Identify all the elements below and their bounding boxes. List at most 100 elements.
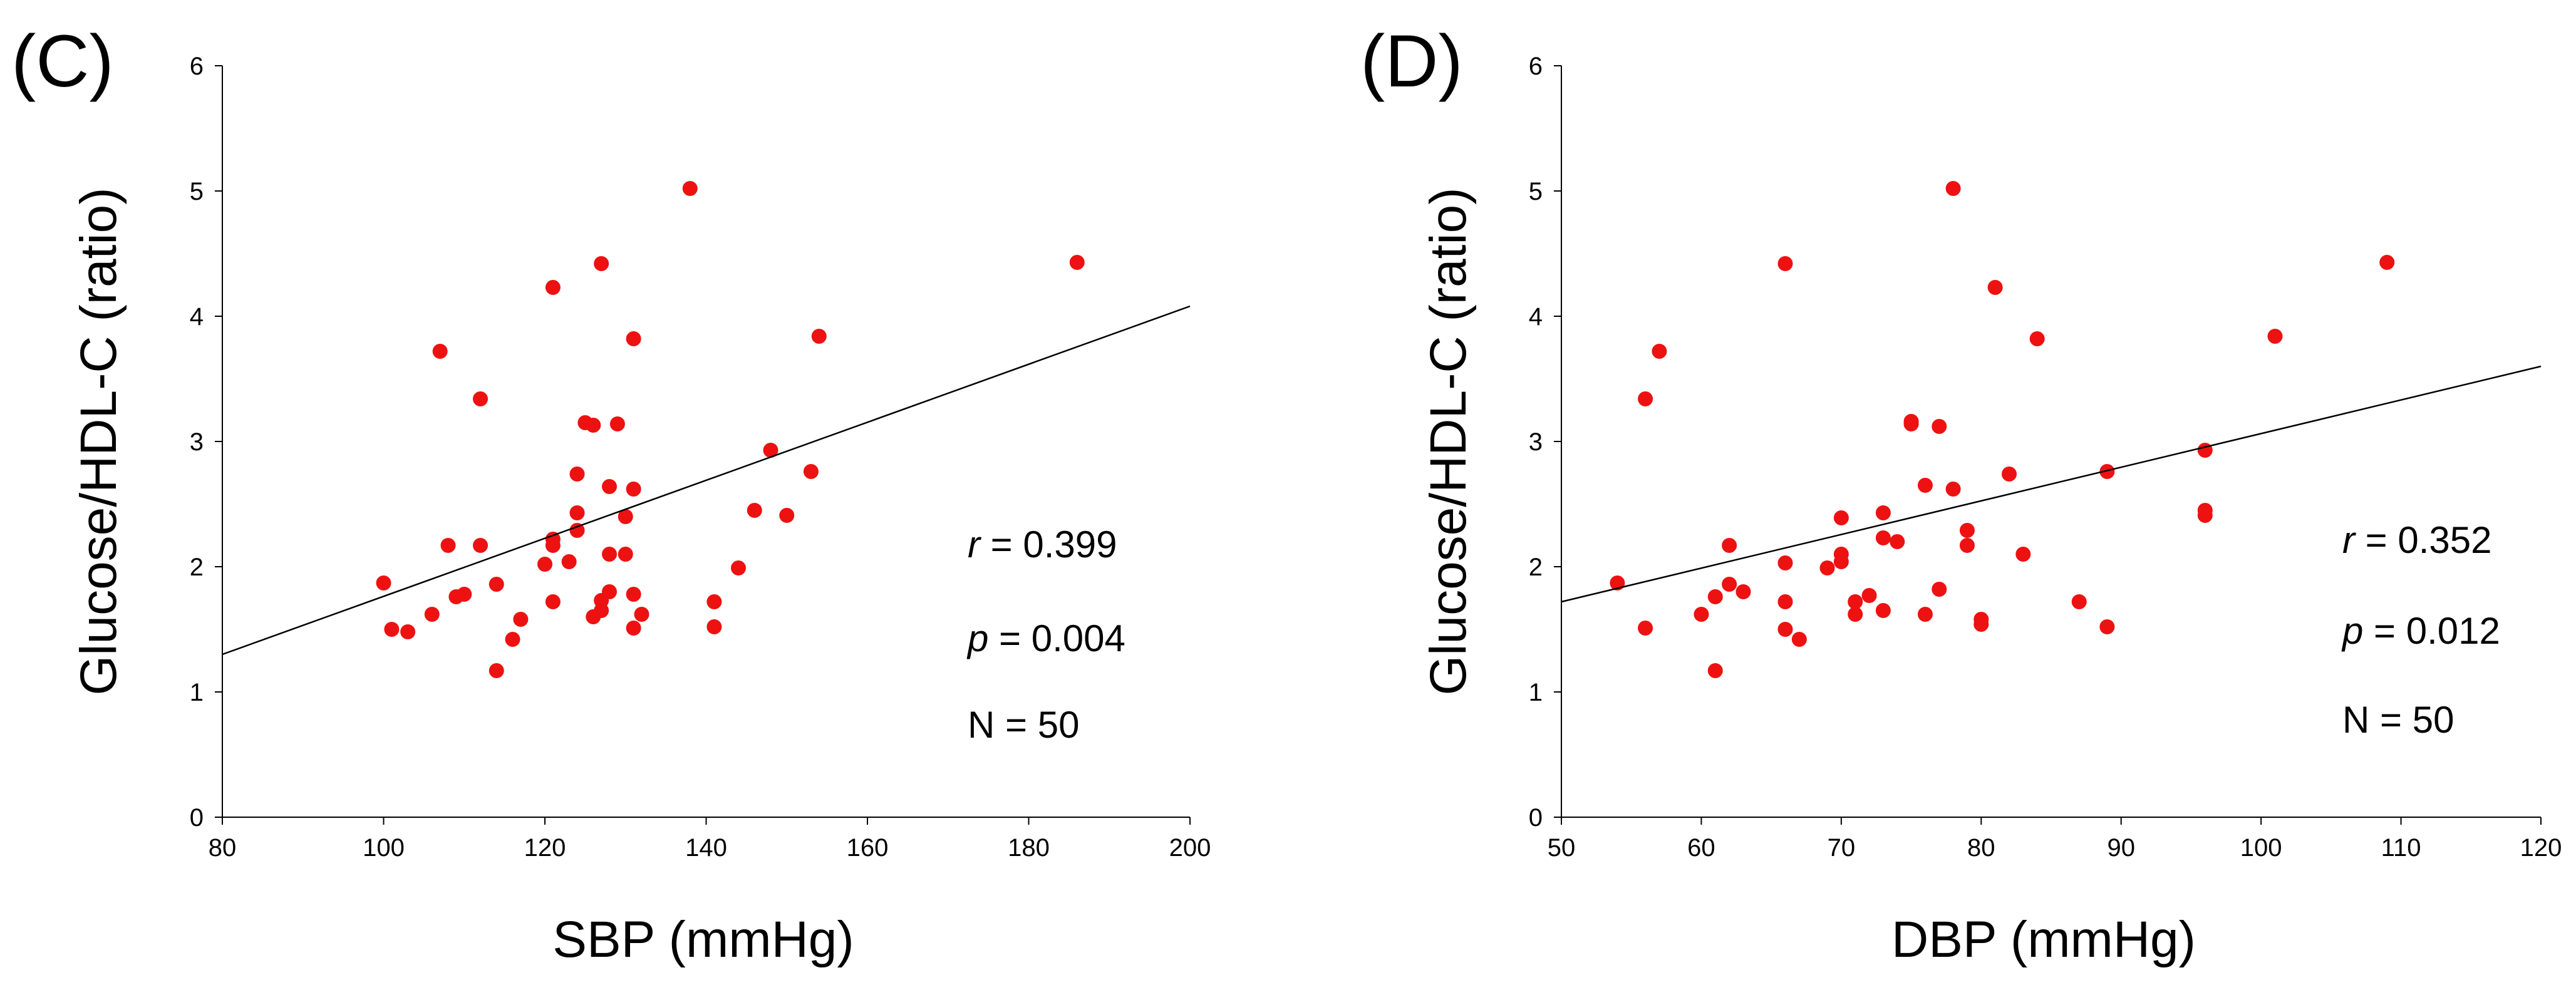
y-tick-label: 2: [1529, 554, 1543, 581]
scatter-point: [569, 467, 585, 482]
scatter-point: [763, 443, 778, 458]
y-tick-label: 2: [190, 554, 204, 581]
scatter-point: [626, 331, 641, 346]
scatter-point: [2015, 547, 2031, 562]
scatter-point: [2197, 443, 2213, 458]
scatter-point: [1959, 538, 1975, 553]
scatter-point: [1987, 280, 2003, 295]
scatter-point: [2029, 331, 2045, 346]
scatter-point: [618, 509, 633, 524]
x-tick-label: 100: [2240, 834, 2282, 862]
scatter-point: [545, 538, 561, 553]
scatter-point: [803, 464, 819, 479]
scatter-point: [1833, 554, 1849, 569]
scatter-point: [626, 621, 641, 636]
scatter-point: [1848, 594, 1863, 609]
scatter-point: [2267, 329, 2283, 344]
scatter-point: [457, 587, 472, 602]
y-tick-label: 5: [1529, 178, 1543, 205]
scatter-point: [400, 624, 416, 639]
scatter-point: [489, 577, 504, 592]
scatter-point: [569, 505, 585, 520]
scatter-point: [1903, 416, 1919, 431]
y-tick-label: 4: [190, 303, 204, 331]
scatter-point: [609, 416, 625, 431]
x-axis-label: DBP (mmHg): [1891, 911, 2196, 968]
scatter-point: [1707, 663, 1723, 678]
y-tick-label: 3: [190, 428, 204, 456]
scatter-point: [626, 587, 641, 602]
scatter-point: [1945, 482, 1961, 497]
y-tick-label: 1: [190, 679, 204, 706]
x-tick-label: 70: [1828, 834, 1856, 862]
y-axis-label: Glucose/HDL-C (ratio): [1420, 187, 1477, 695]
scatter-point: [1875, 505, 1891, 520]
scatter-point: [2071, 594, 2087, 609]
scatter-point: [1959, 523, 1975, 538]
x-tick-label: 120: [2520, 834, 2562, 862]
scatter-point: [1722, 538, 1737, 553]
scatter-point: [731, 560, 746, 575]
y-tick-label: 4: [1529, 303, 1543, 331]
panel-label: (C): [11, 20, 114, 103]
axis-ticks: 80 100 120 140 160 180 200 0 1 2 3 4 5 6: [190, 53, 1211, 862]
scatter-point: [634, 607, 649, 622]
scatter-point: [473, 538, 488, 553]
scatter-point: [545, 280, 561, 295]
scatter-point: [2197, 508, 2213, 523]
x-tick-label: 140: [685, 834, 727, 862]
scatter-point: [2001, 467, 2017, 482]
scatter-point: [569, 523, 585, 538]
scatter-point: [1819, 560, 1835, 575]
scatter-point: [626, 482, 641, 497]
scatter-point: [594, 603, 609, 618]
scatter-point: [432, 344, 448, 359]
x-axis-label: SBP (mmHg): [552, 911, 854, 968]
scatter-point: [1932, 419, 1947, 434]
scatter-point: [747, 503, 762, 518]
scatter-point: [706, 619, 722, 634]
panel-label: (D): [1360, 20, 1463, 103]
scatter-point: [1917, 607, 1933, 622]
scatter-point: [1777, 555, 1793, 570]
regression-line: [222, 305, 1191, 656]
scatter-point: [586, 418, 601, 433]
scatter-point: [602, 479, 617, 494]
x-tick-label: 100: [363, 834, 405, 862]
scatter-point: [376, 575, 391, 590]
scatter-point: [545, 594, 561, 609]
stat-p: p = 0.004: [966, 617, 1125, 659]
x-tick-label: 110: [2381, 834, 2421, 862]
scatter-point: [505, 632, 520, 647]
x-tick-label: 200: [1169, 834, 1211, 862]
scatter-point: [1861, 588, 1877, 603]
scatter-point: [1917, 478, 1933, 493]
scatter-point: [1875, 603, 1891, 618]
scatter-point: [1638, 391, 1653, 406]
y-tick-label: 6: [190, 53, 204, 80]
scatter-point: [618, 547, 633, 562]
regression-line: [1561, 365, 2542, 603]
stat-p: p = 0.012: [2341, 610, 2500, 652]
scatter-point: [473, 391, 488, 406]
scatter-point: [1791, 632, 1807, 647]
scatter-point: [537, 557, 552, 572]
stat-r: r = 0.399: [968, 523, 1117, 565]
x-tick-label: 160: [847, 834, 889, 862]
scatter-point: [1652, 344, 1667, 359]
scatter-point: [440, 538, 456, 553]
scatter-point: [1069, 255, 1085, 270]
scatter-point: [561, 554, 577, 569]
y-tick-label: 5: [190, 178, 204, 205]
stat-n: N = 50: [2342, 699, 2454, 741]
x-tick-label: 50: [1548, 834, 1576, 862]
scatter-point: [2099, 619, 2115, 634]
y-tick-label: 0: [1529, 804, 1543, 832]
scatter-point: [2379, 255, 2395, 270]
x-tick-label: 60: [1687, 834, 1715, 862]
x-tick-label: 80: [1967, 834, 1995, 862]
scatter-point: [682, 181, 698, 196]
stat-n: N = 50: [968, 704, 1079, 746]
scatter-point: [1777, 622, 1793, 637]
axis-ticks: 50 60 70 80 90 100 110 120 0 1 2 3 4 5 6: [1529, 53, 2562, 862]
